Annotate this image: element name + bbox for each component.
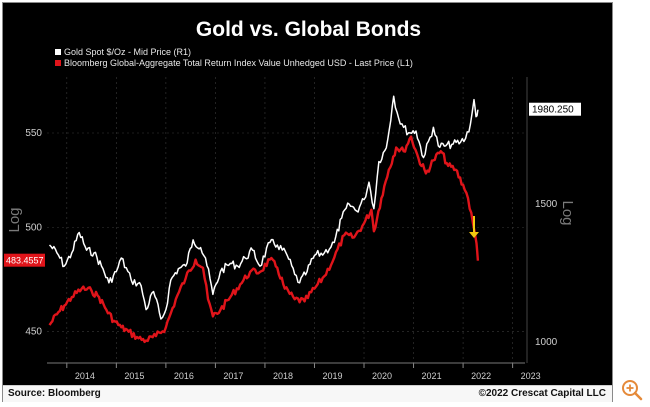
source-note: Source: Bloomberg (8, 388, 101, 399)
gold-last-value-label: 1980.250 (532, 105, 574, 116)
chart-title: Gold vs. Global Bonds (195, 18, 422, 41)
copyright-note: ©2022 Crescat Capital LLC (478, 388, 606, 399)
x-tick-label: 2023 (521, 371, 541, 381)
gold-last-value-box (529, 102, 581, 116)
zoom-in-icon[interactable] (620, 378, 644, 402)
x-tick-label: 2021 (422, 371, 442, 381)
x-tick-label: 2014 (75, 371, 95, 381)
x-tick-label: 2016 (174, 371, 194, 381)
right-y-tick-label: 1000 (535, 337, 558, 348)
chart-canvas: 2014 2015 2016 2017 2018 2019 2020 2021 2022 2023… (4, 47, 581, 381)
x-tick-label: 2020 (372, 371, 392, 381)
x-tick-label: 2017 (223, 371, 243, 381)
bonds-last-value-box (4, 253, 45, 267)
legend-entry: Bloomberg Global-Aggregate Total Return … (64, 58, 413, 68)
x-tick-label: 2015 (124, 371, 144, 381)
right-y-tick-label: 1500 (535, 199, 558, 210)
legend-swatch (55, 60, 61, 66)
series-line-bonds (48, 135, 480, 344)
legend-entry: Gold Spot $/Oz - Mid Price (R1) (64, 47, 191, 57)
left-axis-label: Log (6, 207, 23, 232)
legend-swatch (55, 49, 61, 55)
x-tick-label: 2022 (471, 371, 491, 381)
bonds-last-value-label: 483.4557 (6, 256, 44, 266)
footer-bar: Source: Bloomberg ©2022 Crescat Capital … (3, 385, 612, 402)
left-y-tick-label: 550 (25, 128, 42, 139)
series-line-gold (48, 95, 479, 320)
down-arrow-icon (469, 232, 479, 238)
chart-frame: Gold vs. Global Bonds 2014 2015 2016 2017 20… (2, 2, 613, 402)
x-tick-label: 2019 (322, 371, 342, 381)
right-axis-label: Log (559, 200, 576, 225)
left-y-tick-label: 500 (25, 222, 42, 233)
left-y-tick-label: 450 (25, 327, 42, 338)
x-tick-label: 2018 (273, 371, 293, 381)
